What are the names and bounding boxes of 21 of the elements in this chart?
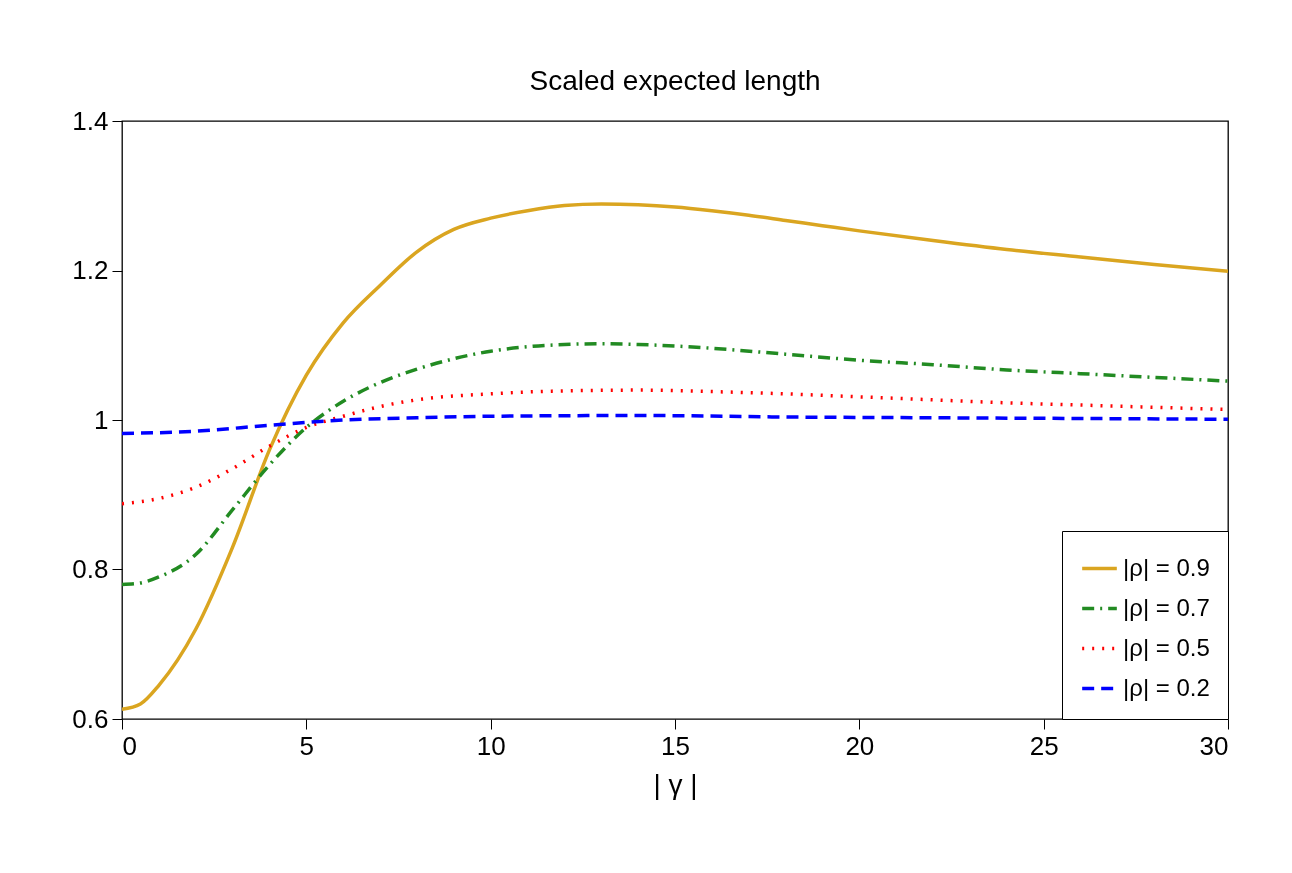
x-tick-label: 5 [299,730,315,761]
x-tick-label: 15 [661,730,690,761]
x-tick-label: 25 [1029,730,1059,761]
x-tick-label: 20 [845,730,875,761]
line-series [122,413,1228,436]
legend-label: |ρ| = 0.5 [1123,633,1210,661]
y-tick-label: 1.2 [72,255,109,285]
legend-label: |ρ| = 0.9 [1123,553,1210,581]
x-tick-label: 30 [1199,730,1229,761]
x-tick-label: 0 [122,730,137,761]
legend-label: |ρ| = 0.2 [1123,673,1210,701]
y-tick-label: 0.8 [72,554,109,584]
y-tick-label: 1 [94,404,109,435]
x-axis-title: | γ | [653,768,698,800]
legend-label: |ρ| = 0.7 [1123,593,1210,621]
y-tick-label: 1.4 [72,105,109,136]
line-series [122,342,1228,587]
chart-title: Scaled expected length [529,65,821,96]
y-tick-label: 0.6 [72,703,109,734]
x-tick-label: 10 [476,730,506,761]
line-series [122,202,1228,712]
